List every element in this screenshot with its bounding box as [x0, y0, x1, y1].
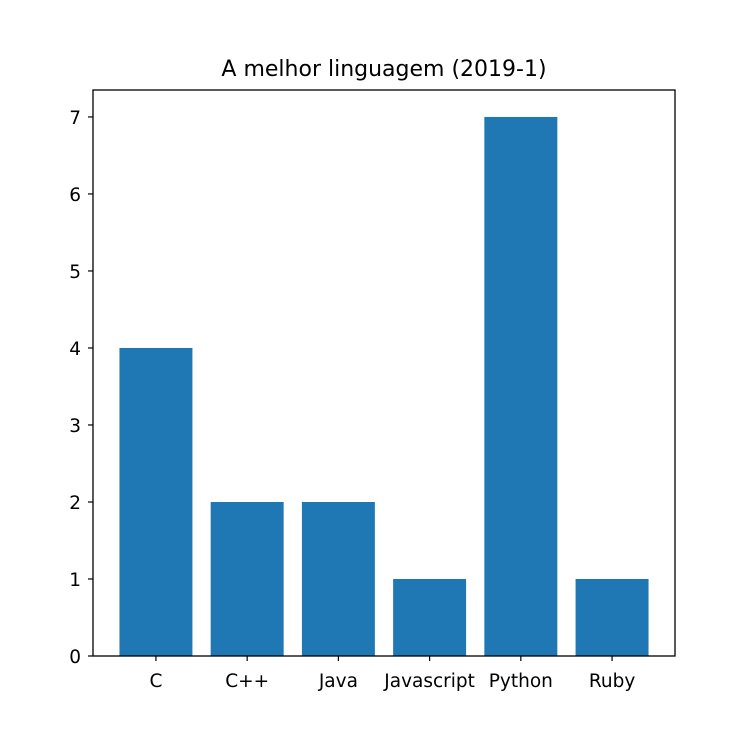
- bar-c: [119, 347, 193, 656]
- bar-c: [210, 501, 284, 656]
- y-axis-ticks: 0 1 2 3 4 5 6 7: [69, 108, 93, 668]
- bar-java: [301, 501, 375, 656]
- y-tick-label: 0: [69, 647, 81, 668]
- y-tick-label: 3: [69, 416, 81, 437]
- chart-title: A melhor linguagem (2019-1): [221, 57, 546, 82]
- bar-python: [484, 116, 558, 656]
- x-tick-label: Javascript: [383, 671, 475, 692]
- x-tick-label: Ruby: [589, 671, 635, 692]
- bar-javascript: [393, 578, 467, 656]
- x-tick-label: C: [149, 671, 162, 692]
- bar-ruby: [575, 578, 649, 656]
- x-axis-ticks: C C++ Java Javascript Python Ruby: [149, 656, 635, 692]
- x-tick-label: C++: [225, 671, 269, 692]
- y-tick-label: 5: [69, 262, 81, 283]
- plot-frame: [92, 89, 676, 657]
- y-tick-label: 6: [69, 185, 81, 206]
- y-tick-label: 2: [69, 493, 81, 514]
- y-tick-label: 7: [69, 108, 81, 129]
- x-tick-label: Python: [489, 671, 553, 692]
- bars-group: [119, 116, 649, 656]
- x-tick-label: Java: [318, 671, 358, 692]
- y-tick-label: 1: [69, 570, 81, 591]
- y-tick-label: 4: [69, 339, 81, 360]
